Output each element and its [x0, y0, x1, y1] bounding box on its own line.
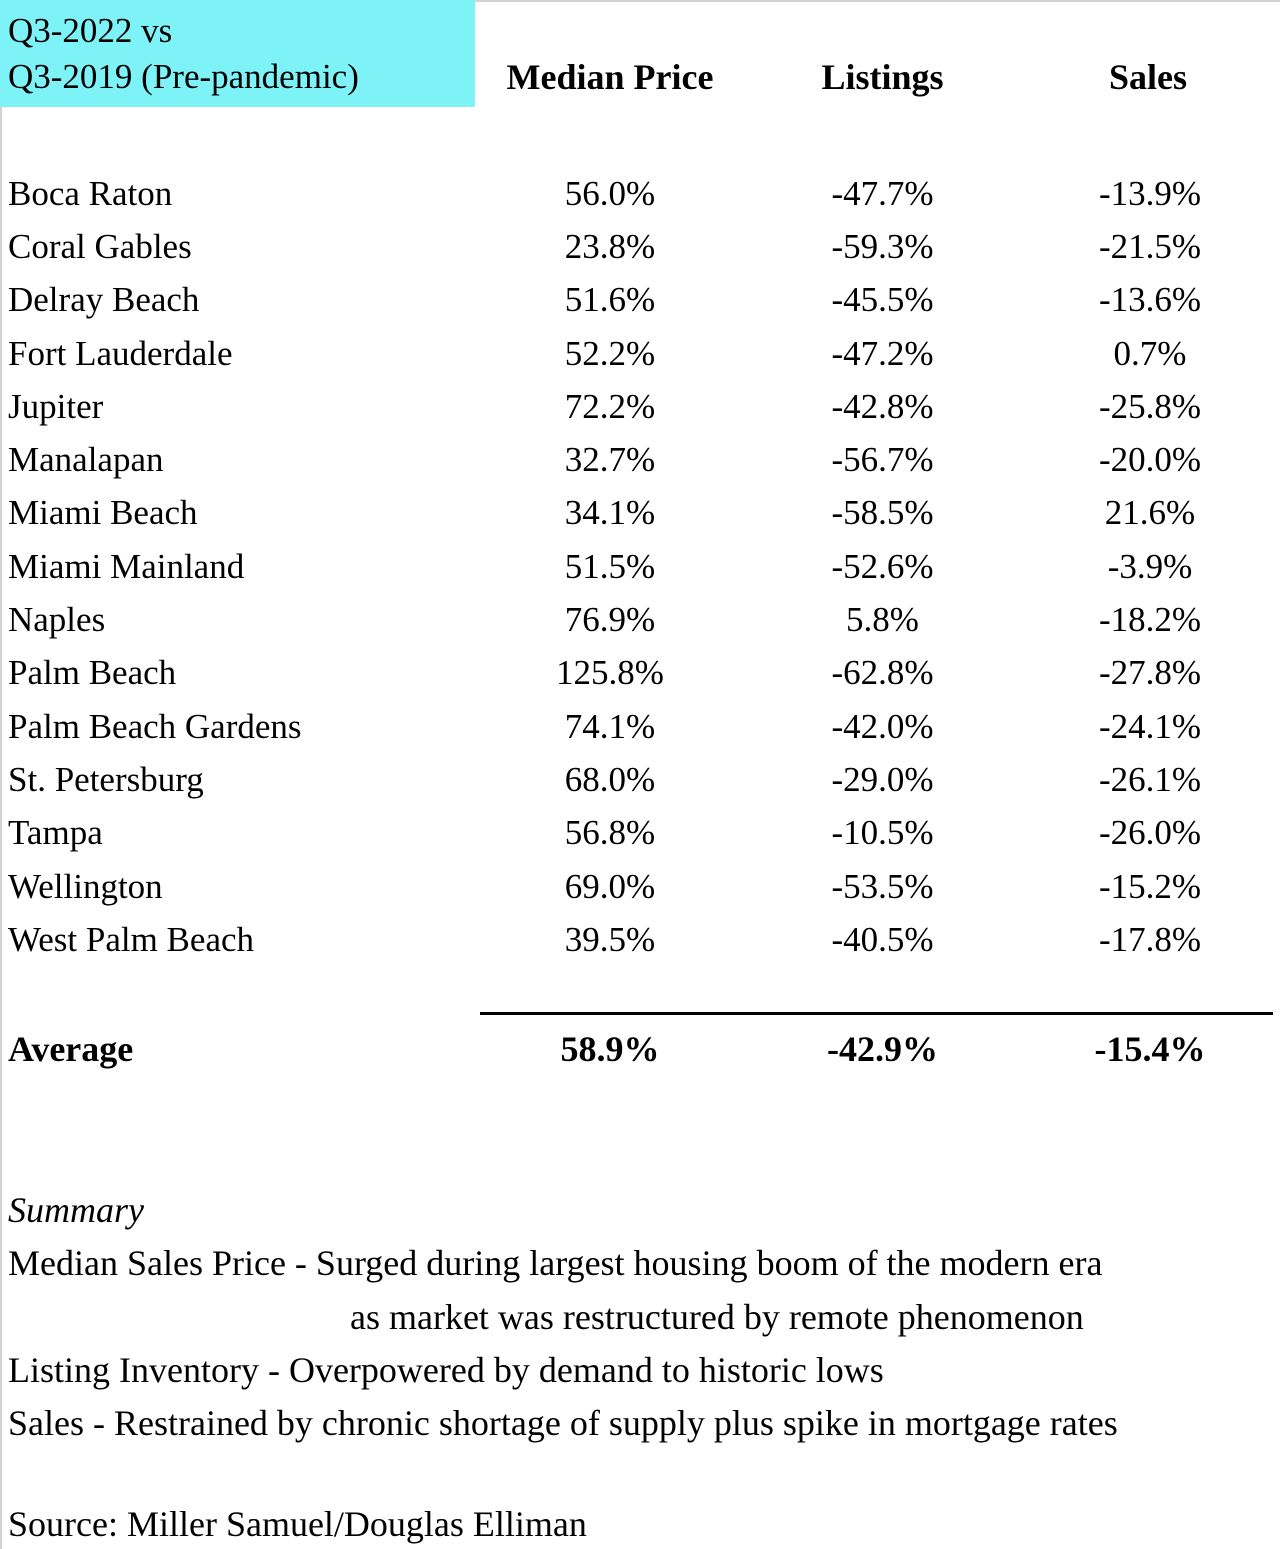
city-name: Tampa [8, 813, 103, 853]
table-row: Tampa 56.8% -10.5% -26.0% [0, 807, 1280, 860]
summary-section: Summary Median Sales Price - Surged duri… [0, 1184, 1280, 1450]
average-listings-value: -42.9% [827, 1028, 938, 1069]
median-price-value: 52.2% [564, 333, 656, 373]
table-row: Boca Raton 56.0% -47.7% -13.9% [0, 167, 1280, 220]
sales-value: 21.6% [1104, 493, 1196, 533]
city-name: Naples [8, 600, 106, 640]
city-name: Boca Raton [8, 173, 173, 213]
city-name: Miami Beach [8, 493, 198, 533]
sales-value: -25.8% [1098, 386, 1202, 426]
city-name: St. Petersburg [8, 759, 204, 799]
period-line-1: Q3-2022 vs [8, 11, 173, 50]
sales-value: -13.6% [1098, 280, 1202, 320]
listings-value: -47.7% [831, 173, 934, 213]
city-name: Fort Lauderdale [8, 333, 233, 373]
average-row: Average 58.9% -42.9% -15.4% [0, 1022, 1280, 1075]
sales-value: 0.7% [1113, 333, 1187, 373]
sales-value: -15.2% [1098, 866, 1202, 906]
summary-line: Median Sales Price - Surged during large… [8, 1243, 1103, 1284]
table-body: Boca Raton 56.0% -47.7% -13.9% Coral Gab… [0, 167, 1280, 966]
sales-value: -21.5% [1098, 226, 1202, 266]
sales-value: -13.9% [1098, 173, 1202, 213]
sales-value: -26.1% [1098, 759, 1202, 799]
listings-value: -47.2% [831, 333, 934, 373]
median-price-value: 34.1% [564, 493, 656, 533]
average-sales-value: -15.4% [1094, 1028, 1206, 1069]
summary-line: Listing Inventory - Overpowered by deman… [8, 1349, 884, 1390]
table-row: Palm Beach 125.8% -62.8% -27.8% [0, 647, 1280, 700]
table-row: Jupiter 72.2% -42.8% -25.8% [0, 380, 1280, 433]
city-name: Coral Gables [8, 226, 192, 266]
sales-value: -20.0% [1098, 440, 1202, 480]
summary-line: Sales - Restrained by chronic shortage o… [8, 1403, 1118, 1444]
sales-value: -27.8% [1098, 653, 1202, 693]
city-name: Jupiter [8, 386, 104, 426]
city-name: Palm Beach [8, 653, 177, 693]
average-separator-line [480, 1012, 1273, 1015]
median-price-value: 51.6% [564, 280, 656, 320]
listings-value: -40.5% [831, 919, 934, 959]
city-name: Miami Mainland [8, 546, 245, 586]
listings-value: -42.0% [831, 706, 934, 746]
column-header-listings: Listings [821, 57, 944, 97]
summary-title: Summary [8, 1190, 144, 1230]
median-price-value: 68.0% [564, 759, 656, 799]
listings-value: -58.5% [831, 493, 934, 533]
average-median-price-value: 58.9% [560, 1028, 660, 1069]
sales-value: -17.8% [1098, 919, 1202, 959]
median-price-value: 56.0% [564, 173, 656, 213]
summary-lines: Median Sales Price - Surged during large… [0, 1237, 1280, 1450]
table-row: Miami Beach 34.1% -58.5% 21.6% [0, 487, 1280, 540]
city-name: Manalapan [8, 440, 164, 480]
table-row: Miami Mainland 51.5% -52.6% -3.9% [0, 540, 1280, 593]
column-header-median-price: Median Price [506, 57, 714, 97]
median-price-value: 76.9% [564, 600, 656, 640]
source-line: Source: Miller Samuel/Douglas Elliman [8, 1504, 587, 1544]
listings-value: -53.5% [831, 866, 934, 906]
median-price-value: 23.8% [564, 226, 656, 266]
screenshot-top-edge [0, 0, 1280, 2]
table-row: Wellington 69.0% -53.5% -15.2% [0, 860, 1280, 913]
table-row: Coral Gables 23.8% -59.3% -21.5% [0, 220, 1280, 273]
listings-value: -59.3% [831, 226, 934, 266]
median-price-value: 125.8% [556, 653, 664, 693]
sales-value: -26.0% [1098, 813, 1202, 853]
table-row: Fort Lauderdale 52.2% -47.2% 0.7% [0, 327, 1280, 380]
summary-line: as market was restructured by remote phe… [350, 1296, 1084, 1337]
period-line-2: Q3-2019 (Pre-pandemic) [8, 57, 359, 96]
listings-value: -62.8% [831, 653, 934, 693]
listings-value: -10.5% [831, 813, 934, 853]
listings-value: -56.7% [831, 440, 934, 480]
median-price-value: 56.8% [564, 813, 656, 853]
listings-value: -52.6% [831, 546, 934, 586]
city-name: Palm Beach Gardens [8, 706, 302, 746]
table-row: Naples 76.9% 5.8% -18.2% [0, 593, 1280, 646]
median-price-value: 51.5% [564, 546, 656, 586]
column-header-sales: Sales [1108, 57, 1187, 97]
listings-value: -42.8% [831, 386, 934, 426]
table-row: St. Petersburg 68.0% -29.0% -26.1% [0, 753, 1280, 806]
table-row: Delray Beach 51.6% -45.5% -13.6% [0, 274, 1280, 327]
listings-value: -45.5% [831, 280, 934, 320]
median-price-value: 32.7% [564, 440, 656, 480]
median-price-value: 72.2% [564, 386, 656, 426]
city-name: Wellington [8, 866, 163, 906]
table-row: West Palm Beach 39.5% -40.5% -17.8% [0, 913, 1280, 966]
sales-value: -18.2% [1098, 600, 1202, 640]
city-name: West Palm Beach [8, 919, 255, 959]
listings-value: -29.0% [831, 759, 934, 799]
period-header-cell: Q3-2022 vs Q3-2019 (Pre-pandemic) [0, 0, 475, 107]
screenshot-left-edge [0, 0, 2, 1549]
listings-value: 5.8% [846, 600, 919, 640]
sales-value: -24.1% [1098, 706, 1202, 746]
median-price-value: 69.0% [564, 866, 656, 906]
average-label: Average [8, 1028, 134, 1069]
city-name: Delray Beach [8, 280, 200, 320]
median-price-value: 74.1% [564, 706, 656, 746]
column-headers: Median Price Listings Sales [0, 52, 1280, 102]
median-price-value: 39.5% [564, 919, 656, 959]
sales-value: -3.9% [1107, 546, 1193, 586]
table-row: Palm Beach Gardens 74.1% -42.0% -24.1% [0, 700, 1280, 753]
table-row: Manalapan 32.7% -56.7% -20.0% [0, 433, 1280, 486]
